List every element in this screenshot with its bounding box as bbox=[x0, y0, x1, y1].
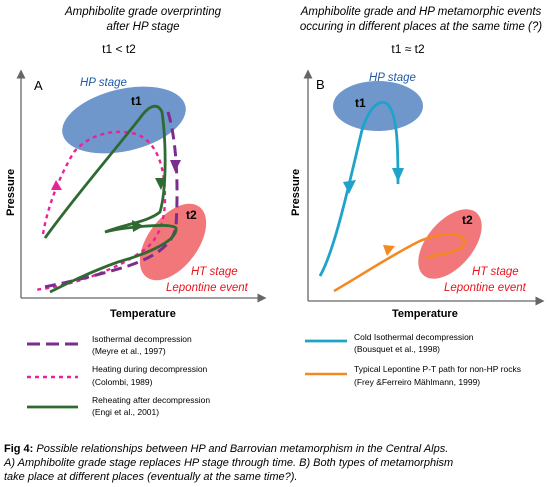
panel-a-letter: A bbox=[34, 78, 43, 93]
path-cold-isothermal bbox=[318, 101, 400, 277]
panel-b-letter: B bbox=[316, 77, 325, 92]
t2-label-b: t2 bbox=[462, 213, 473, 227]
legend-ref-reheating: (Engi et al., 2001) bbox=[92, 407, 159, 417]
ht-label-a-line1: HT stage bbox=[191, 266, 238, 278]
arrow-reheating-2 bbox=[132, 220, 144, 232]
legend-ref-cold: (Bousquet et al., 1998) bbox=[354, 344, 440, 354]
caption-label: Fig 4: bbox=[4, 443, 33, 455]
hp-label-b: HP stage bbox=[369, 72, 416, 84]
panel-a-heading-line1: Amphibolite grade overprinting bbox=[64, 6, 222, 18]
ht-field-b bbox=[418, 209, 482, 279]
ht-label-a-line2: Lepontine event bbox=[166, 282, 249, 294]
path-reheating-decompression bbox=[43, 104, 178, 294]
caption-line2: A) Amphibolite grade stage replaces HP s… bbox=[3, 457, 453, 469]
x-axis-label-a: Temperature bbox=[110, 308, 176, 320]
path-lepontine bbox=[333, 232, 466, 293]
arrow-cold-isothermal-2 bbox=[392, 168, 404, 182]
panel-a-heading-line2: after HP stage bbox=[106, 21, 179, 33]
panel-b: Amphibolite grade and HP metamorphic eve… bbox=[290, 6, 545, 320]
path-heating-decompression bbox=[33, 130, 167, 292]
arrow-isothermal-decompression bbox=[170, 160, 181, 172]
legend-ref-isothermal: (Meyre et al., 1997) bbox=[92, 346, 166, 356]
ht-field-a bbox=[139, 203, 207, 281]
arrow-lepontine bbox=[383, 245, 395, 256]
legend-label-isothermal: Isothermal decompression bbox=[92, 334, 192, 344]
panel-a: Amphibolite grade overprinting after HP … bbox=[5, 6, 267, 320]
hp-label-a: HP stage bbox=[80, 77, 127, 89]
y-axis-label-a: Pressure bbox=[5, 169, 17, 216]
y-axis-label-b: Pressure bbox=[290, 169, 302, 216]
hp-field-b bbox=[333, 81, 423, 131]
t1-label-a: t1 bbox=[131, 94, 142, 108]
arrow-cold-isothermal-1 bbox=[343, 180, 356, 194]
legend-label-lepontine: Typical Lepontine P-T path for non-HP ro… bbox=[354, 364, 521, 374]
legend-a: Isothermal decompression (Meyre et al., … bbox=[27, 334, 210, 417]
caption-text-1: Possible relationships between HP and Ba… bbox=[33, 443, 448, 455]
arrow-heating-decompression bbox=[51, 180, 62, 190]
caption-line1: Fig 4: Possible relationships between HP… bbox=[4, 443, 448, 455]
caption: Fig 4: Possible relationships between HP… bbox=[3, 443, 453, 483]
caption-line3: take place at different places (eventual… bbox=[4, 471, 298, 483]
panel-a-time-relation: t1 < t2 bbox=[102, 42, 136, 56]
panel-b-heading-line2: occuring in different places at the same… bbox=[300, 21, 542, 33]
t1-label-b: t1 bbox=[355, 96, 366, 110]
legend-label-cold: Cold Isothermal decompression bbox=[354, 332, 474, 342]
legend-ref-heating: (Colombi, 1989) bbox=[92, 377, 153, 387]
ht-label-b-line2: Lepontine event bbox=[444, 282, 527, 294]
panel-b-heading-line1: Amphibolite grade and HP metamorphic eve… bbox=[300, 6, 542, 18]
legend-label-heating: Heating during decompression bbox=[92, 364, 208, 374]
legend-label-reheating: Reheating after decompression bbox=[92, 395, 210, 405]
legend-b: Cold Isothermal decompression (Bousquet … bbox=[305, 332, 521, 387]
arrow-reheating-1 bbox=[155, 178, 166, 190]
ht-label-b-line1: HT stage bbox=[472, 266, 519, 278]
t2-label-a: t2 bbox=[186, 208, 197, 222]
legend-ref-lepontine: (Frey &Ferreiro Mählmann, 1999) bbox=[354, 377, 480, 387]
panel-b-time-relation: t1 ≈ t2 bbox=[391, 42, 425, 56]
x-axis-label-b: Temperature bbox=[392, 308, 458, 320]
